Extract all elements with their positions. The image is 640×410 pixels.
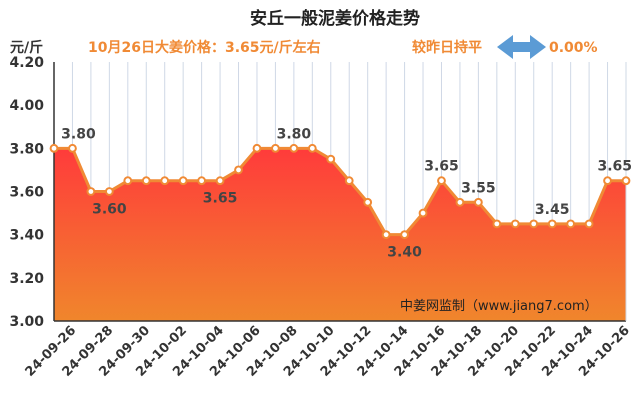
data-point bbox=[141, 176, 151, 186]
data-point bbox=[492, 219, 502, 229]
y-tick-label: 4.00 bbox=[9, 98, 44, 114]
chart-title: 安丘一般泥姜价格走势 bbox=[250, 8, 420, 29]
data-point bbox=[381, 230, 391, 240]
y-axis-label: 元/斤 bbox=[10, 39, 43, 56]
data-point bbox=[473, 197, 483, 207]
data-point bbox=[455, 197, 465, 207]
data-point bbox=[234, 165, 243, 175]
data-point bbox=[400, 230, 409, 240]
y-tick-label: 3.80 bbox=[9, 141, 44, 157]
data-point bbox=[289, 143, 299, 153]
double-arrow-icon bbox=[497, 35, 546, 59]
area-path bbox=[54, 148, 626, 321]
data-point bbox=[326, 154, 336, 164]
y-tick-label: 3.60 bbox=[9, 185, 44, 201]
data-point bbox=[510, 219, 520, 229]
price-note: 10月26日大姜价格：3.65元/斤左右 bbox=[88, 39, 321, 56]
data-point bbox=[271, 143, 280, 153]
data-point bbox=[344, 176, 354, 186]
data-label: 3.55 bbox=[461, 180, 496, 196]
data-point bbox=[418, 208, 428, 218]
data-point bbox=[307, 143, 317, 153]
axes bbox=[53, 62, 627, 322]
data-point bbox=[104, 187, 114, 196]
data-label: 3.60 bbox=[92, 202, 127, 218]
source-note: 中姜网监制（www.jiang7.com） bbox=[400, 299, 598, 314]
data-point bbox=[86, 187, 96, 196]
data-point bbox=[123, 176, 133, 186]
data-point bbox=[621, 176, 631, 186]
data-point bbox=[603, 176, 612, 186]
data-label: 3.65 bbox=[203, 191, 238, 207]
data-point bbox=[547, 219, 557, 229]
change-value: 0.00% bbox=[549, 40, 598, 56]
y-tick-labels: 3.00 3.20 3.40 3.60 3.80 4.00 4.20 bbox=[9, 55, 44, 330]
data-point bbox=[68, 143, 77, 153]
area-fill bbox=[54, 148, 626, 321]
data-label: 3.45 bbox=[535, 202, 570, 218]
y-tick-label: 3.40 bbox=[9, 228, 44, 244]
data-point bbox=[49, 143, 59, 153]
data-point bbox=[215, 176, 225, 186]
data-point bbox=[529, 219, 539, 229]
change-label: 较昨日持平 bbox=[412, 39, 482, 56]
data-label: 3.80 bbox=[277, 126, 312, 142]
data-point bbox=[252, 143, 262, 153]
data-label: 3.40 bbox=[387, 245, 422, 261]
data-label: 3.65 bbox=[597, 159, 632, 175]
data-point bbox=[197, 176, 207, 186]
data-labels: 3.803.603.653.803.403.653.553.453.65 bbox=[61, 126, 632, 260]
data-label: 3.65 bbox=[424, 159, 459, 175]
data-point bbox=[584, 219, 594, 229]
y-tick-label: 3.20 bbox=[9, 271, 44, 287]
data-point bbox=[178, 176, 188, 186]
y-tick-label: 3.00 bbox=[9, 314, 44, 330]
data-point bbox=[566, 219, 576, 229]
data-point bbox=[437, 176, 446, 186]
y-tick-label: 4.20 bbox=[9, 55, 44, 71]
data-points bbox=[49, 143, 631, 240]
x-tick-labels: 24-09-2624-09-2824-09-3024-10-0224-10-04… bbox=[23, 323, 633, 380]
data-point bbox=[363, 197, 373, 207]
data-label: 3.80 bbox=[61, 126, 96, 142]
data-point bbox=[160, 176, 170, 186]
